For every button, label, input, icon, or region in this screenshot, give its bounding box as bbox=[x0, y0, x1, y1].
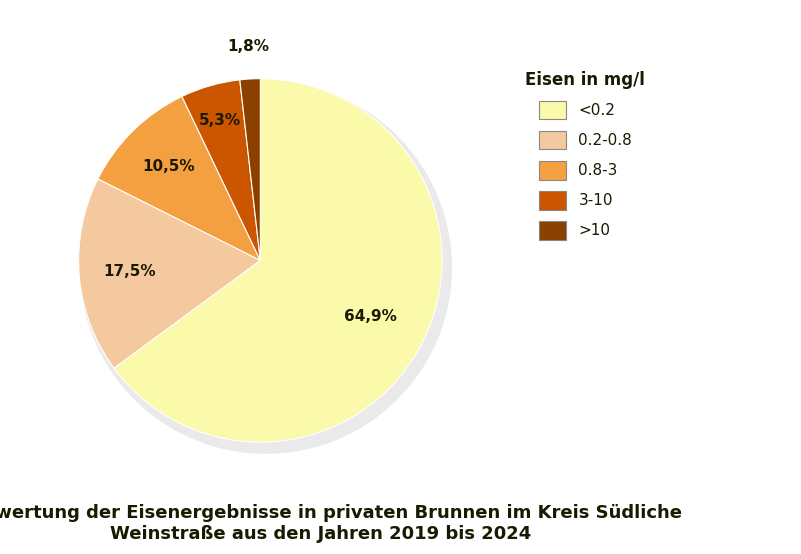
Text: 10,5%: 10,5% bbox=[143, 160, 195, 175]
Text: Auswertung der Eisenergebnisse in privaten Brunnen im Kreis Südliche
Weinstraße : Auswertung der Eisenergebnisse in privat… bbox=[0, 504, 682, 543]
Wedge shape bbox=[182, 80, 260, 260]
Wedge shape bbox=[78, 179, 260, 368]
Text: 64,9%: 64,9% bbox=[344, 309, 397, 324]
Wedge shape bbox=[114, 79, 442, 442]
Ellipse shape bbox=[79, 81, 452, 454]
Text: 5,3%: 5,3% bbox=[199, 113, 241, 128]
Text: 1,8%: 1,8% bbox=[227, 39, 269, 54]
Wedge shape bbox=[98, 96, 260, 260]
Text: 17,5%: 17,5% bbox=[103, 264, 156, 279]
Wedge shape bbox=[239, 79, 260, 260]
Legend: <0.2, 0.2-0.8, 0.8-3, 3-10, >10: <0.2, 0.2-0.8, 0.8-3, 3-10, >10 bbox=[517, 64, 653, 247]
